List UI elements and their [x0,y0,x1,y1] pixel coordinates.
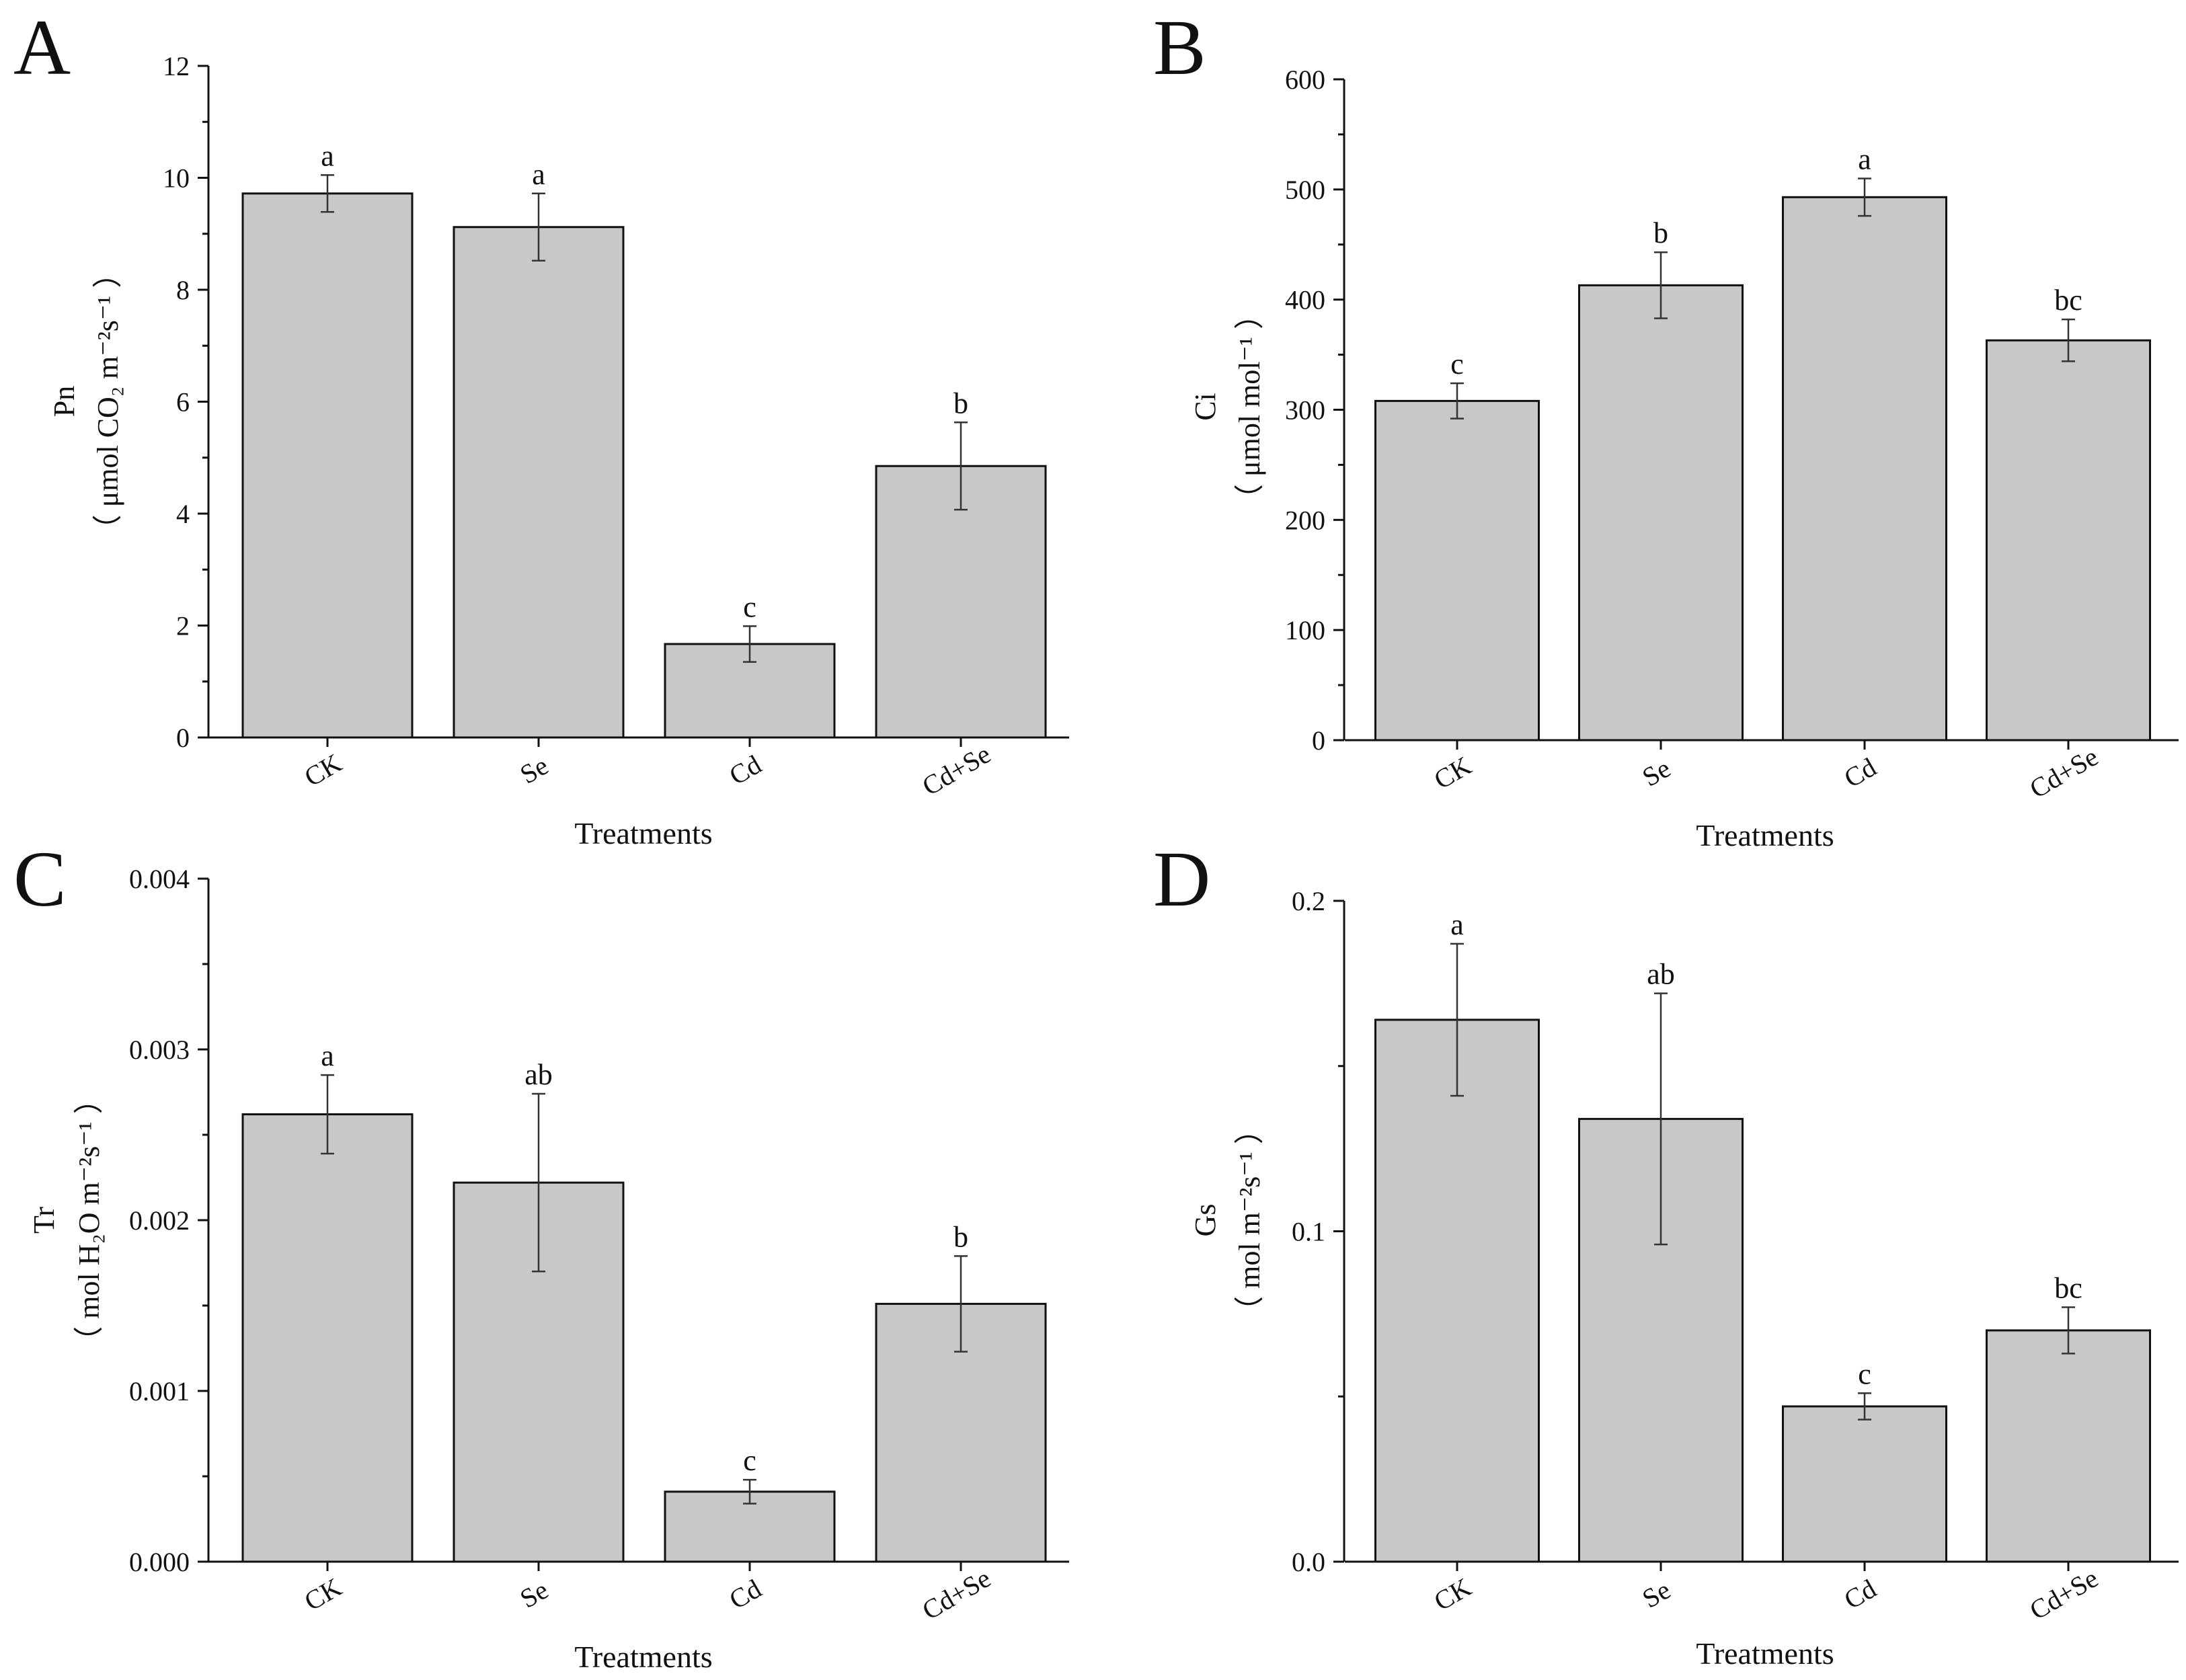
bar-ck [241,192,414,739]
y-tick-label: 100 [1285,615,1325,645]
significance-label: ab [1647,958,1675,991]
bar-cd [1782,1405,1947,1563]
panel-d: D 0.0 0.1 0.2 a CK ab Se c Cd bc Cd+Se Treatments Gs （… [1153,835,2179,1671]
y-tick-label: 0.002 [129,1205,190,1236]
panel-letter: D [1153,835,1210,923]
y-tick-label: 500 [1285,175,1325,205]
category-label: Se [515,750,553,790]
bar-se [453,226,625,739]
bar-ck [1374,1018,1540,1563]
category-label: Cd+Se [2025,1563,2103,1626]
bar-cd-plus-se [1986,1329,2151,1563]
category-label: CK [1429,750,1477,795]
significance-label: bc [2054,284,2082,317]
significance-label: a [321,139,334,172]
category-label: CK [299,1572,347,1617]
significance-label: b [953,1220,968,1253]
y-tick-label: 10 [163,163,190,194]
significance-label: b [1653,216,1668,249]
y-tick-label: 0.0 [1292,1547,1325,1577]
y-tick-label: 0.2 [1292,886,1325,916]
category-label: Se [515,1574,553,1614]
panel-a: A 0 2 4 6 8 10 12 a CK a Se c Cd b Cd+Se Treatments Pn （ μ… [13,3,1069,850]
y-axis-unit-label: （ μmol mol⁻¹ ） [1233,300,1266,514]
y-tick-label: 12 [163,51,190,81]
y-tick-label: 0.003 [129,1035,190,1065]
category-label: Cd [724,1573,767,1615]
category-label: Cd [1839,1573,1881,1615]
significance-label: a [321,1039,334,1072]
category-label: Cd [724,749,767,791]
y-tick-label: 200 [1285,505,1325,535]
panel-letter: A [13,3,71,91]
significance-label: b [953,387,968,419]
significance-label: c [743,590,756,623]
category-label: CK [1429,1572,1477,1617]
bar-cd-plus-se [1986,339,2151,742]
y-tick-label: 0.000 [129,1547,190,1577]
x-axis-label: Treatments [574,816,712,850]
category-label: Cd+Se [917,739,996,802]
category-label: CK [299,748,347,793]
significance-label: a [1450,908,1464,941]
category-label: Cd [1839,752,1881,793]
y-axis-label: Tr [28,1207,61,1234]
significance-label: a [532,158,545,191]
bar-se [1578,284,1744,742]
x-axis-label: Treatments [1696,1636,1834,1671]
significance-label: c [743,1444,756,1477]
bar-ck [1374,399,1540,742]
panel-c: C 0.000 0.001 0.002 0.003 0.004 a CK ab Se c Cd b Cd+… [13,835,1069,1674]
panel-b: B 0 100 200 300 400 500 600 c CK b Se a Cd bc Cd+Se Trea… [1153,3,2179,852]
significance-label: a [1858,143,1871,175]
panel-letter: B [1153,3,1206,91]
y-tick-label: 0.004 [129,864,190,894]
y-axis-unit-label: （ mol m⁻²s⁻¹ ） [1233,1115,1266,1326]
y-axis-label: Gs [1189,1204,1222,1237]
y-tick-label: 6 [176,387,190,417]
y-tick-label: 0 [1312,725,1325,756]
significance-label: bc [2054,1272,2082,1305]
category-label: Cd+Se [917,1563,996,1626]
category-label: Se [1637,1574,1676,1614]
bar-cd [1782,196,1947,742]
y-tick-label: 400 [1285,285,1325,315]
y-axis-label: Ci [1189,393,1222,421]
y-axis-unit-label: （ μmol CO₂ m⁻²s⁻¹ ） [91,259,124,545]
x-axis-label: Treatments [1696,818,1834,852]
y-tick-label: 0.001 [129,1376,190,1406]
y-tick-label: 0.1 [1292,1217,1325,1247]
y-tick-label: 300 [1285,395,1325,426]
y-tick-label: 4 [176,499,190,529]
significance-label: ab [524,1058,553,1091]
significance-label: c [1858,1357,1871,1390]
bar-cd-plus-se [875,465,1047,739]
bar-ck [241,1113,414,1563]
y-tick-label: 600 [1285,65,1325,95]
y-tick-label: 0 [176,723,190,753]
y-tick-label: 8 [176,275,190,305]
y-axis-unit-label: （ mol H₂O m⁻²s⁻¹ ） [73,1084,106,1356]
panel-letter: C [13,835,67,923]
y-tick-label: 2 [176,611,190,641]
category-label: Se [1637,753,1676,793]
x-axis-label: Treatments [574,1640,712,1674]
y-axis-label: Pn [48,386,81,417]
significance-label: c [1450,348,1464,381]
category-label: Cd+Se [2025,742,2103,805]
